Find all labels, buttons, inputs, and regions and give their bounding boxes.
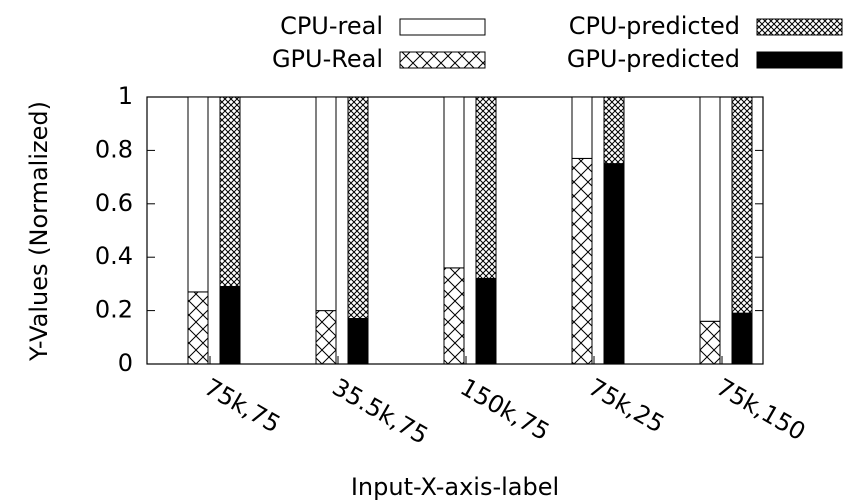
x-tick-label: 75k,150 — [712, 373, 811, 446]
x-tick-label: 75k,25 — [584, 373, 670, 439]
legend-label: GPU-Real — [272, 45, 383, 73]
bar-segment — [603, 96, 625, 165]
bar-segment — [603, 163, 625, 365]
legend-swatch — [399, 51, 486, 69]
bar-segment — [315, 96, 337, 312]
bar-segment — [443, 267, 465, 365]
bar-segment — [475, 278, 497, 365]
y-tick-label: 0.2 — [95, 296, 133, 324]
bar-segment — [731, 96, 753, 314]
x-axis-label: Input-X-axis-label — [351, 473, 559, 501]
bar-segment — [219, 286, 241, 365]
bar-segment — [347, 96, 369, 320]
bar-segment — [187, 291, 209, 365]
y-axis-label: Y-Values (Normalized) — [25, 101, 53, 362]
legend-label: CPU-predicted — [569, 12, 740, 40]
y-tick-label: 0.8 — [95, 135, 133, 163]
y-tick-label: 1 — [118, 82, 133, 110]
bar-segment — [571, 96, 593, 159]
x-tick-label: 150k,75 — [456, 373, 555, 446]
bar-segment — [699, 96, 721, 322]
x-tick-label: 75k,75 — [200, 373, 286, 439]
bar-segment — [347, 318, 369, 365]
y-tick-label: 0.4 — [95, 242, 133, 270]
legend-swatch — [399, 18, 486, 36]
bar-segment — [219, 96, 241, 288]
bar-segment — [187, 96, 209, 293]
bar-segment — [475, 96, 497, 280]
x-tick-label: 35.5k,75 — [328, 373, 433, 450]
y-tick-label: 0.6 — [95, 189, 133, 217]
legend-swatch — [756, 18, 843, 36]
bar-segment — [571, 157, 593, 365]
legend-label: CPU-real — [280, 12, 383, 40]
bar-segment — [315, 310, 337, 365]
y-tick-label: 0 — [118, 349, 133, 377]
bar-segment — [731, 312, 753, 365]
legend-swatch — [756, 51, 843, 69]
legend-label: GPU-predicted — [567, 45, 740, 73]
bar-segment — [443, 96, 465, 269]
bar-segment — [699, 320, 721, 365]
